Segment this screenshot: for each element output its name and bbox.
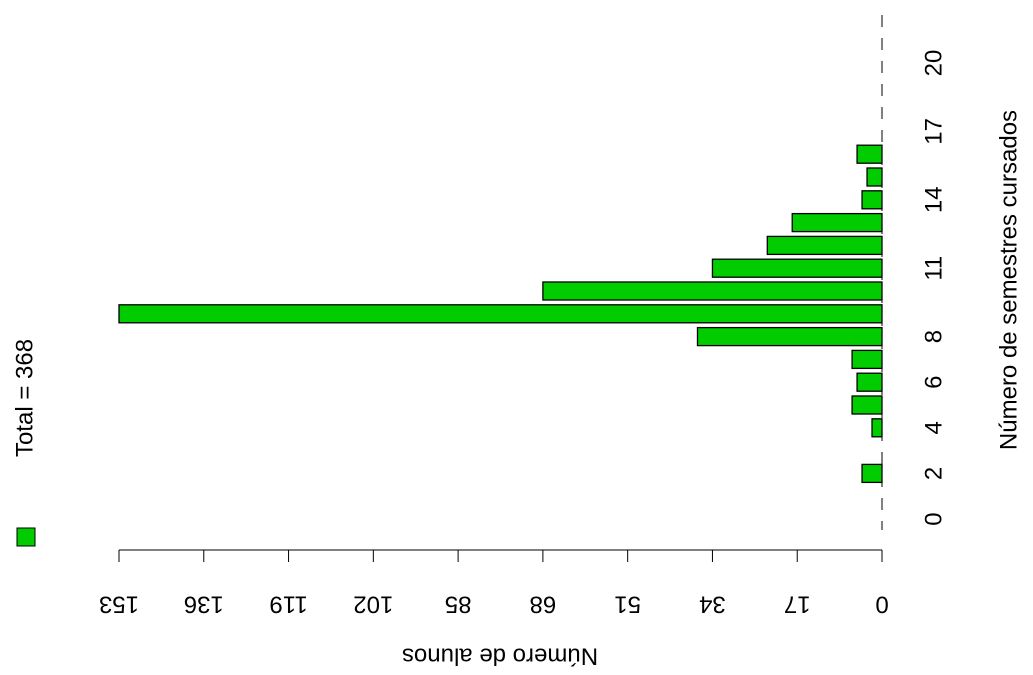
x-tick-label: 17 xyxy=(784,591,811,618)
bar xyxy=(851,395,883,415)
x-tick-label: 0 xyxy=(875,591,888,618)
y-tick-label: 8 xyxy=(920,330,947,343)
x-tick-label: 136 xyxy=(184,591,224,618)
bar xyxy=(856,372,883,392)
bar xyxy=(696,326,883,347)
bar xyxy=(856,144,883,164)
x-tick-label: 102 xyxy=(353,591,393,618)
bar xyxy=(866,167,883,187)
x-tick-label: 153 xyxy=(99,591,139,618)
x-tick-label: 119 xyxy=(269,591,307,618)
legend-label: Total = 368 xyxy=(11,339,38,457)
bar xyxy=(851,349,883,370)
x-tick-label: 34 xyxy=(699,591,726,618)
bar xyxy=(118,304,883,324)
x-tick-label: 85 xyxy=(445,591,472,618)
bar xyxy=(766,235,883,256)
bar xyxy=(861,463,883,484)
bar xyxy=(871,418,883,438)
x-axis-title: Número de alunos xyxy=(402,643,598,670)
bar xyxy=(791,212,883,233)
y-tick-label: 14 xyxy=(920,186,947,213)
bar xyxy=(542,281,883,301)
y-tick-label: 4 xyxy=(920,421,947,434)
y-tick-label: 20 xyxy=(920,50,947,77)
bar xyxy=(861,190,883,210)
x-tick-label: 51 xyxy=(614,591,641,618)
x-tick-label: 68 xyxy=(530,591,557,618)
y-tick-label: 0 xyxy=(920,512,947,525)
y-tick-label: 17 xyxy=(920,118,947,145)
y-tick-label: 11 xyxy=(920,256,947,281)
y-tick-label: 2 xyxy=(920,467,947,480)
legend-swatch xyxy=(16,527,36,547)
bar xyxy=(711,258,883,278)
y-axis-title: Número de semestres cursados xyxy=(995,110,1022,450)
y-tick-label: 6 xyxy=(920,376,947,389)
